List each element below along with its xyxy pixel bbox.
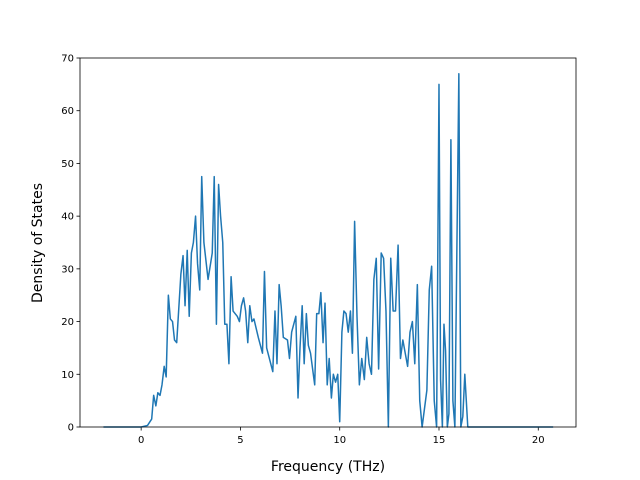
y-tick-label: 20 — [61, 317, 74, 328]
y-axis-label: Density of States — [30, 183, 46, 303]
dos-line — [103, 73, 554, 428]
y-tick-label: 0 — [68, 423, 74, 434]
x-axis-label: Frequency (THz) — [271, 459, 385, 475]
y-tick-label: 10 — [61, 370, 74, 381]
x-tick-label: 0 — [138, 435, 144, 446]
x-tick-label: 5 — [237, 435, 243, 446]
y-tick-label: 60 — [61, 106, 74, 117]
axes-frame — [79, 57, 577, 428]
y-tick-label: 30 — [61, 264, 74, 275]
x-tick-label: 20 — [532, 435, 545, 446]
y-tick-label: 40 — [61, 212, 74, 223]
x-tick-label: 10 — [333, 435, 346, 446]
x-tick-label: 15 — [433, 435, 446, 446]
y-tick-label: 50 — [61, 159, 74, 170]
y-tick-label: 70 — [61, 54, 74, 65]
